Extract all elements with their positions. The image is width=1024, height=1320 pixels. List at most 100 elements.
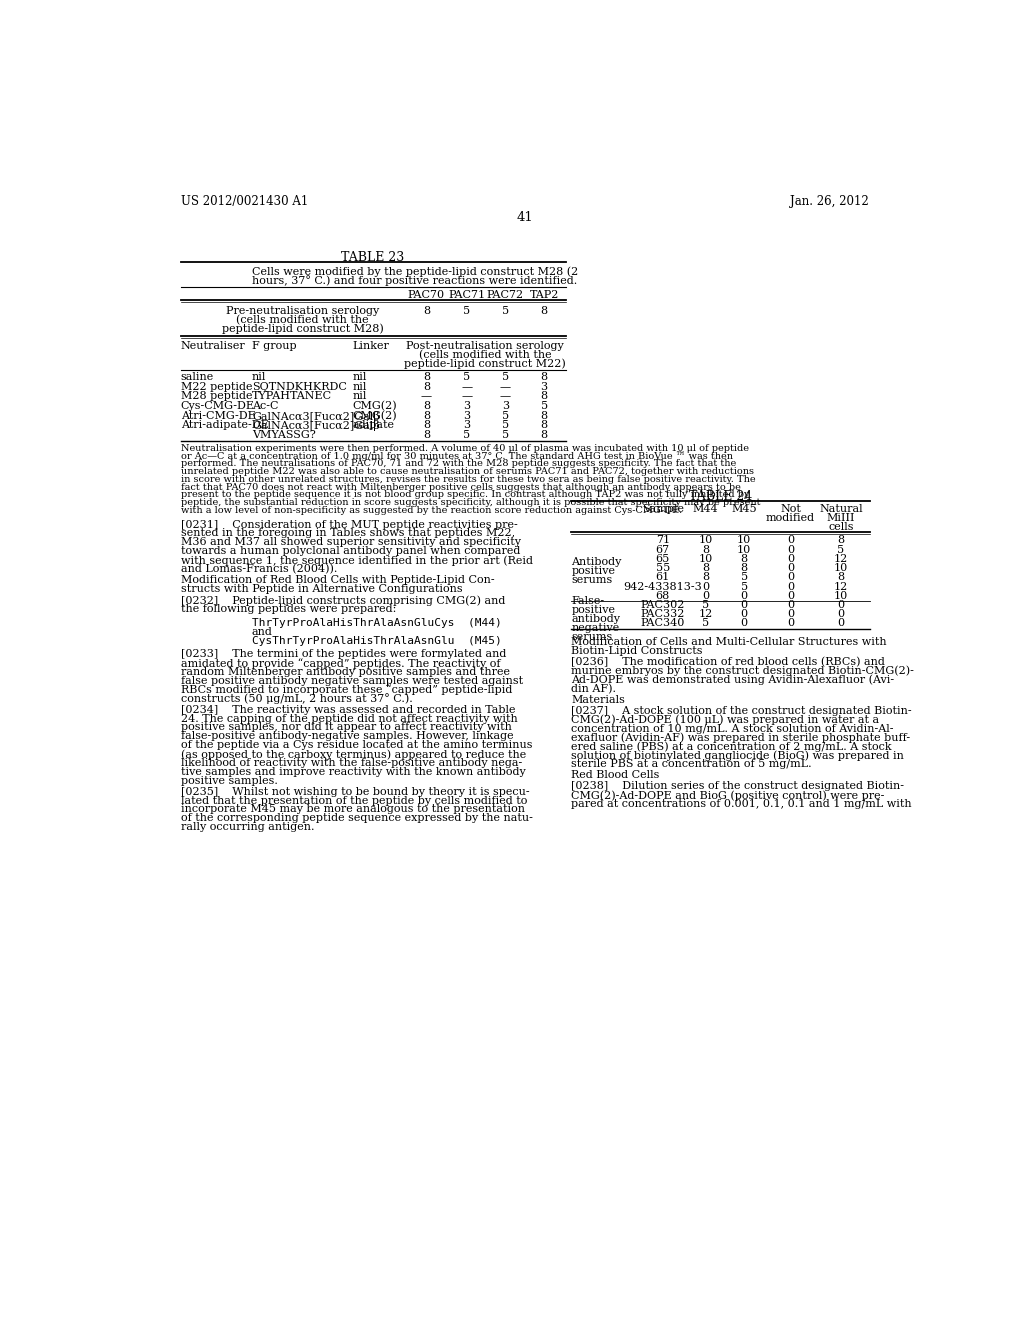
Text: 5: 5 bbox=[502, 430, 509, 440]
Text: Antibody: Antibody bbox=[571, 557, 622, 566]
Text: ThrTyrProAlaHisThrAlaAsnGluCys  (M44): ThrTyrProAlaHisThrAlaAsnGluCys (M44) bbox=[252, 618, 502, 628]
Text: 3: 3 bbox=[463, 411, 470, 421]
Text: VMYASSG?: VMYASSG? bbox=[252, 430, 315, 440]
Text: ered saline (PBS) at a concentration of 2 mg/mL. A stock: ered saline (PBS) at a concentration of … bbox=[571, 742, 892, 752]
Text: F group: F group bbox=[252, 341, 297, 351]
Text: peptide-lipid construct M22): peptide-lipid construct M22) bbox=[404, 359, 566, 370]
Text: 0: 0 bbox=[701, 591, 709, 601]
Text: performed. The neutralisations of PAC70, 71 and 72 with the M28 peptide suggests: performed. The neutralisations of PAC70,… bbox=[180, 459, 736, 469]
Text: 8: 8 bbox=[423, 420, 430, 430]
Text: 68: 68 bbox=[655, 591, 670, 601]
Text: 0: 0 bbox=[787, 591, 795, 601]
Text: 8: 8 bbox=[423, 381, 430, 392]
Text: PAC72: PAC72 bbox=[486, 290, 524, 300]
Text: M44: M44 bbox=[692, 504, 718, 513]
Text: 5: 5 bbox=[838, 545, 845, 554]
Text: 3: 3 bbox=[541, 381, 548, 392]
Text: false positive antibody negative samples were tested against: false positive antibody negative samples… bbox=[180, 676, 523, 686]
Text: [0235]    Whilst not wishing to be bound by theory it is specu-: [0235] Whilst not wishing to be bound by… bbox=[180, 787, 529, 797]
Text: 12: 12 bbox=[698, 610, 713, 619]
Text: false-positive antibody-negative samples. However, linkage: false-positive antibody-negative samples… bbox=[180, 731, 513, 742]
Text: solution of biotinylated gangliocide (BioG) was prepared in: solution of biotinylated gangliocide (Bi… bbox=[571, 750, 904, 760]
Text: with sequence 1, the sequence identified in the prior art (Reid: with sequence 1, the sequence identified… bbox=[180, 554, 532, 565]
Text: Pre-neutralisation serology: Pre-neutralisation serology bbox=[225, 306, 379, 315]
Text: din AF).: din AF). bbox=[571, 684, 616, 694]
Text: —: — bbox=[461, 381, 472, 392]
Text: rally occurring antigen.: rally occurring antigen. bbox=[180, 822, 314, 832]
Text: Linker: Linker bbox=[352, 341, 389, 351]
Text: 8: 8 bbox=[541, 411, 548, 421]
Text: [0237]    A stock solution of the construct designated Biotin-: [0237] A stock solution of the construct… bbox=[571, 706, 912, 715]
Text: Atri-CMG-DE: Atri-CMG-DE bbox=[180, 411, 255, 421]
Text: CysThrTyrProAlaHisThrAlaAsnGlu  (M45): CysThrTyrProAlaHisThrAlaAsnGlu (M45) bbox=[252, 636, 502, 645]
Text: —: — bbox=[421, 391, 432, 401]
Text: 3: 3 bbox=[463, 420, 470, 430]
Text: exafluor (Avidin-AF) was prepared in sterile phosphate buff-: exafluor (Avidin-AF) was prepared in ste… bbox=[571, 733, 910, 743]
Text: 0: 0 bbox=[787, 619, 795, 628]
Text: 0: 0 bbox=[787, 610, 795, 619]
Text: 0: 0 bbox=[787, 601, 795, 610]
Text: 0: 0 bbox=[787, 564, 795, 573]
Text: 67: 67 bbox=[655, 545, 670, 554]
Text: —: — bbox=[500, 391, 511, 401]
Text: with a low level of non-specificity as suggested by the reaction score reduction: with a low level of non-specificity as s… bbox=[180, 506, 682, 515]
Text: 10: 10 bbox=[737, 545, 752, 554]
Text: M22 peptide: M22 peptide bbox=[180, 381, 252, 392]
Text: 0: 0 bbox=[740, 619, 748, 628]
Text: Modification of Red Blood Cells with Peptide-Lipid Con-: Modification of Red Blood Cells with Pep… bbox=[180, 576, 495, 585]
Text: 65: 65 bbox=[655, 554, 670, 564]
Text: 8: 8 bbox=[838, 573, 845, 582]
Text: 5: 5 bbox=[463, 372, 470, 381]
Text: [0233]    The termini of the peptides were formylated and: [0233] The termini of the peptides were … bbox=[180, 649, 506, 659]
Text: modified: modified bbox=[766, 513, 815, 523]
Text: 5: 5 bbox=[740, 582, 748, 591]
Text: 8: 8 bbox=[541, 420, 548, 430]
Text: 5: 5 bbox=[463, 430, 470, 440]
Text: 10: 10 bbox=[834, 591, 848, 601]
Text: 8: 8 bbox=[541, 430, 548, 440]
Text: 12: 12 bbox=[834, 582, 848, 591]
Text: positive samples.: positive samples. bbox=[180, 776, 278, 785]
Text: of the peptide via a Cys residue located at the amino terminus: of the peptide via a Cys residue located… bbox=[180, 741, 532, 750]
Text: cells: cells bbox=[828, 521, 854, 532]
Text: 5: 5 bbox=[701, 619, 709, 628]
Text: nil: nil bbox=[352, 381, 368, 392]
Text: present to the peptide sequence it is not blood group specific. In contrast alth: present to the peptide sequence it is no… bbox=[180, 490, 750, 499]
Text: 55: 55 bbox=[655, 564, 670, 573]
Text: unrelated peptide M22 was also able to cause neutralisation of serums PAC71 and : unrelated peptide M22 was also able to c… bbox=[180, 467, 754, 477]
Text: (cells modified with the: (cells modified with the bbox=[237, 314, 369, 325]
Text: TAP2: TAP2 bbox=[529, 290, 559, 300]
Text: Jan. 26, 2012: Jan. 26, 2012 bbox=[791, 195, 869, 209]
Text: sented in the foregoing in Tables shows that peptides M22,: sented in the foregoing in Tables shows … bbox=[180, 528, 515, 539]
Text: CMG(2): CMG(2) bbox=[352, 401, 397, 412]
Text: 0: 0 bbox=[787, 573, 795, 582]
Text: structs with Peptide in Alternative Configurations: structs with Peptide in Alternative Conf… bbox=[180, 583, 462, 594]
Text: 10: 10 bbox=[737, 536, 752, 545]
Text: nil: nil bbox=[352, 391, 368, 401]
Text: Ad-DOPE was demonstrated using Avidin-Alexafluor (Avi-: Ad-DOPE was demonstrated using Avidin-Al… bbox=[571, 675, 894, 685]
Text: 8: 8 bbox=[701, 564, 709, 573]
Text: 0: 0 bbox=[740, 601, 748, 610]
Text: positive: positive bbox=[571, 605, 615, 615]
Text: and: and bbox=[252, 627, 272, 638]
Text: PAC302: PAC302 bbox=[641, 601, 685, 610]
Text: —: — bbox=[461, 391, 472, 401]
Text: CMG(2)-Ad-DOPE (100 μL) was prepared in water at a: CMG(2)-Ad-DOPE (100 μL) was prepared in … bbox=[571, 714, 880, 725]
Text: adipate: adipate bbox=[352, 420, 394, 430]
Text: 41: 41 bbox=[516, 211, 534, 224]
Text: positive samples, nor did it appear to affect reactivity with: positive samples, nor did it appear to a… bbox=[180, 722, 512, 733]
Text: SQTNDKHKRDC: SQTNDKHKRDC bbox=[252, 381, 347, 392]
Text: 24. The capping of the peptide did not affect reactivity with: 24. The capping of the peptide did not a… bbox=[180, 714, 517, 723]
Text: M45: M45 bbox=[731, 504, 757, 513]
Text: MiIII: MiIII bbox=[826, 513, 855, 523]
Text: [0232]    Peptide-lipid constructs comprising CMG(2) and: [0232] Peptide-lipid constructs comprisi… bbox=[180, 595, 505, 606]
Text: PAC332: PAC332 bbox=[641, 610, 685, 619]
Text: 5: 5 bbox=[701, 601, 709, 610]
Text: Post-neutralisation serology: Post-neutralisation serology bbox=[407, 341, 564, 351]
Text: antibody: antibody bbox=[571, 614, 621, 624]
Text: False-: False- bbox=[571, 597, 604, 606]
Text: 10: 10 bbox=[834, 564, 848, 573]
Text: 3: 3 bbox=[502, 401, 509, 411]
Text: Not: Not bbox=[780, 504, 801, 513]
Text: 0: 0 bbox=[740, 610, 748, 619]
